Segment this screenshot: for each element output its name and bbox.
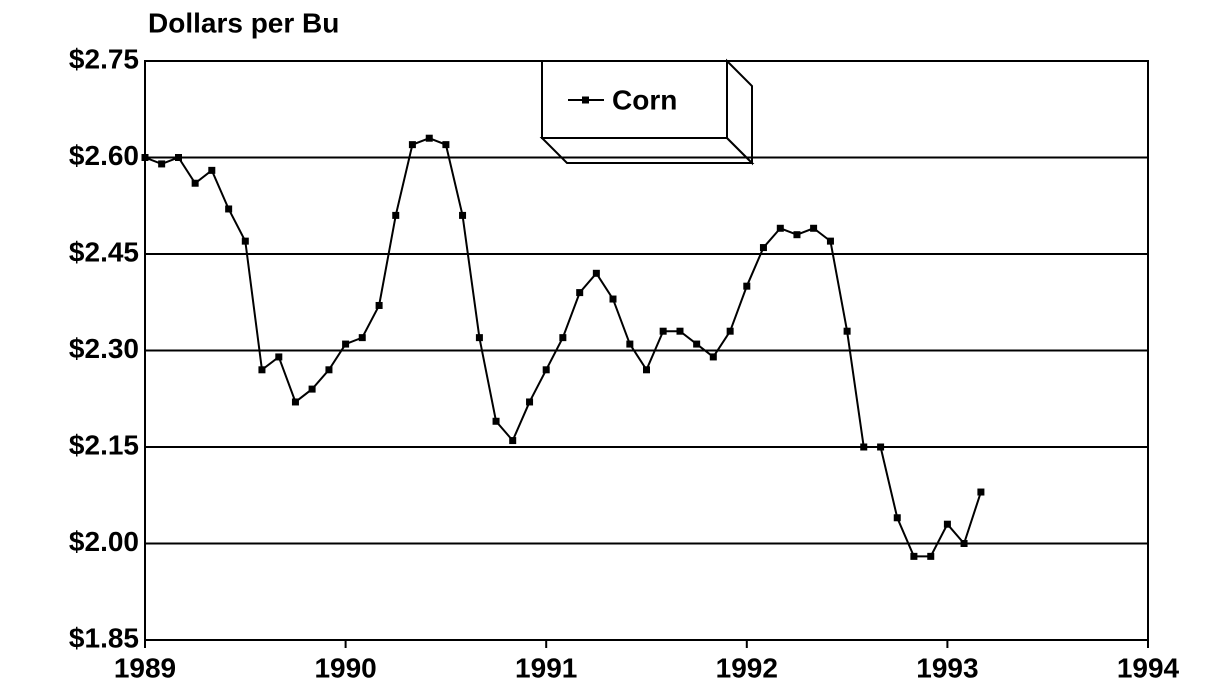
data-point: [442, 141, 450, 149]
y-tick-label: $2.30: [69, 333, 139, 364]
legend: Corn: [539, 58, 755, 166]
data-point: [241, 237, 249, 245]
data-point: [759, 244, 767, 252]
data-point: [910, 552, 918, 560]
data-point: [291, 398, 299, 406]
data-point: [375, 301, 383, 309]
data-point: [776, 224, 784, 232]
data-point: [275, 353, 283, 361]
x-tick-label: 1993: [916, 652, 978, 683]
x-tick-label: 1992: [716, 652, 778, 683]
data-point: [927, 552, 935, 560]
data-point: [559, 334, 567, 342]
data-point: [308, 385, 316, 393]
data-point: [475, 334, 483, 342]
x-tick-label: 1989: [114, 652, 176, 683]
data-point: [175, 154, 183, 161]
data-point: [826, 237, 834, 245]
data-point: [609, 295, 617, 303]
data-point: [743, 282, 751, 290]
y-tick-label: $2.15: [69, 429, 139, 460]
data-point: [810, 224, 818, 232]
data-point: [542, 366, 550, 374]
data-point: [693, 340, 701, 348]
data-point: [592, 269, 600, 277]
data-point: [425, 134, 433, 142]
data-point: [960, 540, 968, 547]
data-point: [141, 154, 149, 161]
data-point: [676, 327, 684, 335]
data-point: [943, 520, 951, 528]
x-tick-label: 1994: [1117, 652, 1180, 683]
data-point: [459, 211, 467, 219]
legend-shadow-bottom: [539, 137, 755, 164]
y-tick-label: $2.45: [69, 236, 139, 267]
data-point: [726, 327, 734, 335]
data-point: [843, 327, 851, 335]
data-point: [709, 353, 717, 361]
x-tick-label: 1990: [314, 652, 376, 683]
data-point: [191, 179, 199, 187]
data-point: [342, 340, 350, 348]
y-tick-label: $2.00: [69, 526, 139, 557]
data-point: [208, 166, 216, 174]
data-point: [392, 211, 400, 219]
data-point: [643, 366, 650, 374]
data-line: [144, 137, 982, 558]
data-point: [893, 514, 901, 522]
data-point: [877, 443, 885, 451]
data-point: [158, 160, 166, 168]
y-tick-label: $2.75: [69, 43, 139, 74]
chart-title: Dollars per Bu: [148, 7, 339, 38]
data-point: [258, 366, 266, 374]
data-point: [408, 141, 416, 149]
data-point: [225, 205, 233, 213]
y-tick-label: $2.60: [69, 140, 139, 171]
data-point: [509, 437, 517, 445]
legend-marker: [582, 96, 589, 104]
data-point: [492, 417, 500, 425]
data-point: [325, 366, 333, 374]
data-point: [860, 443, 868, 451]
data-point: [576, 289, 584, 297]
data-point: [358, 334, 366, 342]
y-tick-label: $1.85: [69, 622, 139, 653]
x-tick-label: 1991: [515, 652, 577, 683]
data-point: [977, 488, 985, 496]
legend-label: Corn: [612, 84, 677, 115]
data-point: [659, 327, 667, 335]
data-point: [793, 231, 801, 239]
data-point: [526, 398, 534, 406]
data-point: [626, 340, 634, 348]
